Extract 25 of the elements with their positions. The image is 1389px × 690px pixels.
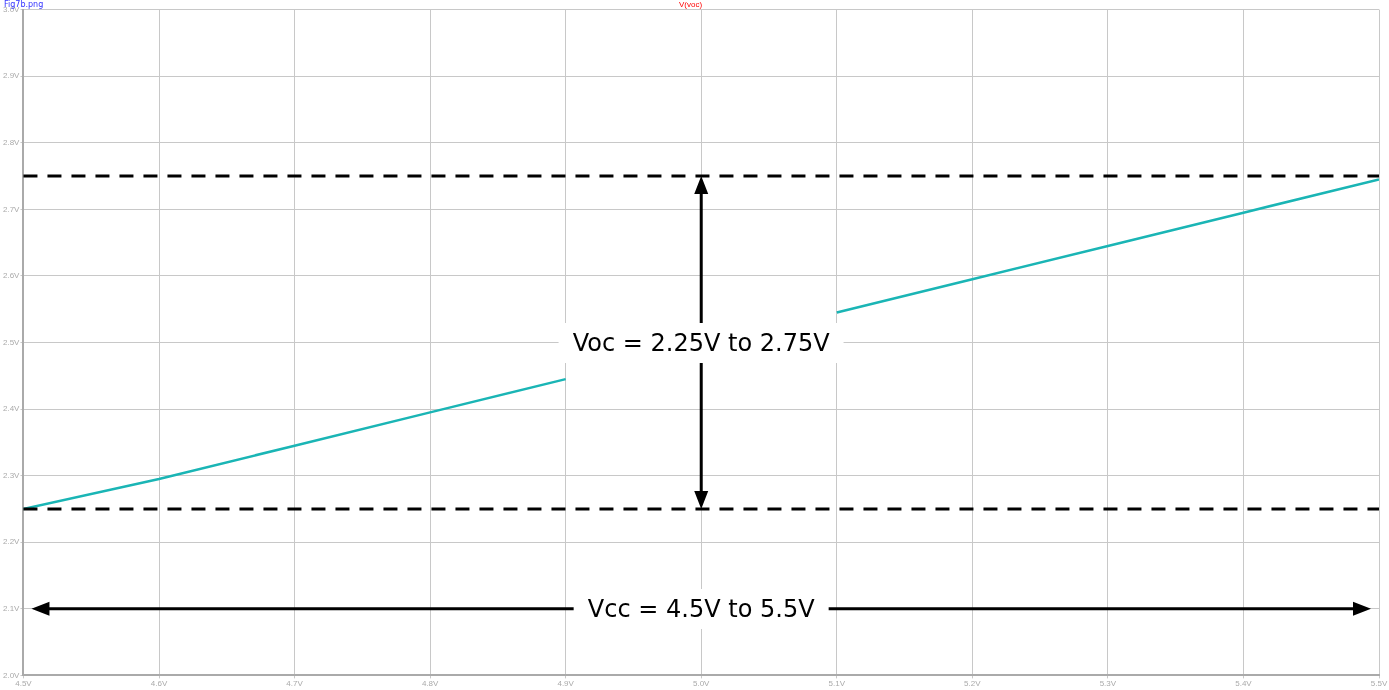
y-tick-label: 2.0V (2, 670, 21, 680)
x-tick-label: 4.7V (286, 679, 304, 689)
y-tick-label: 2.4V (2, 404, 21, 414)
x-tick-label: 4.5V (15, 679, 33, 689)
annotation: Vcc = 4.5V to 5.5V (573, 588, 829, 629)
y-tick-label: 2.8V (2, 137, 21, 147)
y-tick-label: 2.1V (2, 604, 21, 614)
chart-title: V(voc) (678, 0, 703, 9)
y-tick-label: 2.9V (2, 71, 21, 81)
x-tick-label: 5.3V (1099, 679, 1117, 689)
y-tick-label: 2.7V (2, 204, 21, 214)
x-tick-label: 5.5V (1370, 679, 1388, 689)
x-tick-label: 5.4V (1235, 679, 1253, 689)
y-tick-label: 2.6V (2, 271, 21, 281)
caption: Fig7b.png (4, 0, 44, 9)
y-tick-label: 2.3V (2, 470, 21, 480)
x-tick-label: 5.0V (692, 679, 711, 689)
y-tick-label: 2.2V (2, 537, 21, 547)
x-tick-label: 4.6V (150, 679, 168, 689)
x-tick-label: 4.9V (557, 679, 575, 689)
x-tick-label: 5.1V (828, 679, 846, 689)
y-tick-label: 2.5V (2, 337, 21, 347)
x-tick-label: 5.2V (964, 679, 982, 689)
annotation: Voc = 2.25V to 2.75V (558, 322, 844, 363)
x-tick-label: 4.8V (421, 679, 440, 689)
